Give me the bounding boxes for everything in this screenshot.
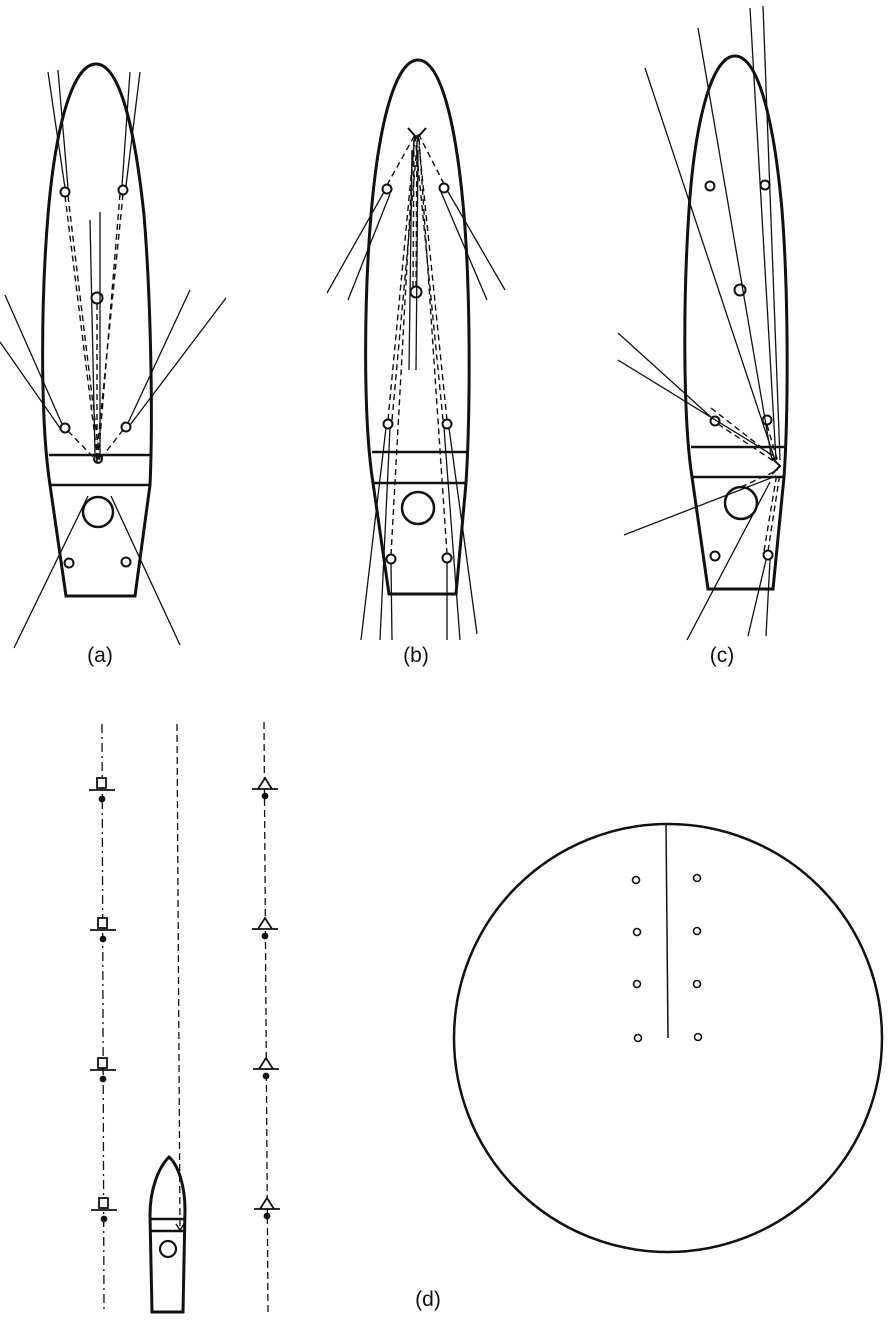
label-b: (b) (403, 644, 429, 667)
label-d: (d) (415, 1288, 441, 1311)
turret-a (81, 495, 115, 529)
vessel-turret (158, 1239, 178, 1259)
label-c: (c) (710, 644, 735, 667)
leads-b (386, 132, 448, 556)
plan-rollers (631, 873, 703, 1043)
triangle-marker (252, 916, 278, 940)
square-marker (89, 777, 115, 803)
triangle-marker (253, 1056, 279, 1080)
rollers-a (59, 184, 132, 569)
square-marker (91, 1197, 117, 1223)
cables-a (0, 69, 227, 649)
hull-c (683, 54, 789, 591)
triangle-marker (252, 776, 278, 800)
hull-b (364, 58, 471, 596)
square-markers (89, 777, 117, 1223)
triangle-markers (252, 776, 280, 1220)
square-marker (90, 1057, 116, 1083)
center-track (176, 723, 181, 1231)
label-a: (a) (87, 644, 113, 667)
block-c (771, 457, 782, 475)
panel-d: (d) (89, 721, 884, 1314)
panel-c: (c) (617, 5, 789, 667)
track-arrow (175, 1223, 185, 1232)
turret-b (400, 490, 436, 526)
vessel-d (148, 1154, 187, 1314)
turret-c (723, 485, 759, 521)
square-marker (90, 917, 116, 943)
hull-circle-plan (452, 822, 884, 1254)
plan-centerline (665, 823, 669, 1039)
triangle-marker (254, 1196, 280, 1220)
rollers-c (704, 179, 774, 562)
hull-a (41, 62, 153, 598)
block-a (93, 454, 103, 464)
panel-b: (b) (326, 58, 506, 667)
cables-b (326, 149, 506, 641)
leads-c (710, 407, 781, 552)
panel-a: (a) (0, 62, 227, 667)
marker-line-left (101, 723, 105, 1313)
cables-c (617, 5, 781, 641)
block-b (407, 127, 427, 140)
marker-line-right (263, 721, 269, 1313)
